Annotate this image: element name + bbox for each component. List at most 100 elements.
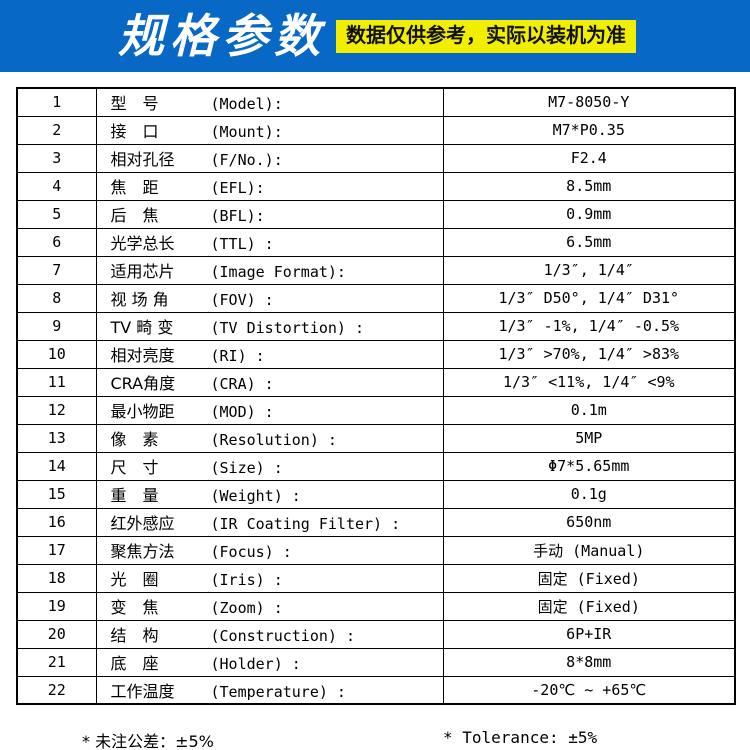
spec-label: 相对亮度 (RI) : [95, 339, 444, 369]
spec-label-cn: 最小物距 [110, 402, 175, 421]
spec-label-cn: 工作温度 [110, 681, 175, 701]
spec-label: 光学总长 (TTL) : [95, 227, 444, 257]
spec-label-en: (Model): [210, 95, 283, 114]
spec-label-en: (Construction) : [210, 627, 356, 645]
spec-label-en: (Resolution) : [210, 431, 337, 449]
spec-label: 像 素 (Resolution) : [95, 423, 444, 453]
spec-label-en: (CRA) : [210, 375, 274, 393]
spec-row-number: 6 [16, 227, 97, 257]
spec-value: 固定 (Fixed) [442, 563, 736, 593]
spec-row: 11 CRA角度 (CRA) : 1/3″ <11%, 1/4″ <9% [16, 367, 736, 397]
spec-label-cn: 接 口 [110, 122, 159, 141]
spec-label-cn: 聚焦方法 [110, 542, 175, 561]
spec-label: CRA角度 (CRA) : [95, 367, 444, 397]
spec-label-cn: 后 焦 [110, 206, 159, 225]
spec-row-number: 7 [16, 255, 97, 285]
spec-row: 1 型 号 (Model): M7-8050-Y [16, 87, 736, 117]
spec-value: M7*P0.35 [442, 115, 736, 145]
spec-label-en: (Size) : [210, 459, 283, 477]
spec-row: 15 重 量 (Weight) : 0.1g [16, 479, 736, 509]
spec-row: 3 相对孔径 (F/No.): F2.4 [16, 143, 736, 173]
spec-row-number: 2 [16, 115, 97, 145]
spec-row: 19 变 焦 (Zoom) : 固定 (Fixed) [16, 591, 736, 621]
spec-label: 焦 距 (EFL): [95, 171, 444, 201]
spec-value: 0.1m [442, 395, 736, 425]
spec-label-cn: 重 量 [110, 486, 159, 505]
spec-value: 手动 (Manual) [442, 535, 736, 565]
spec-label: 工作温度 (Temperature) : [95, 675, 444, 705]
spec-row-number: 9 [16, 311, 97, 341]
spec-table: 1 型 号 (Model): M7-8050-Y 2 接 口 (Mount): M7*P0.3… [16, 87, 736, 705]
spec-label-cn: 视 场 角 [110, 290, 169, 309]
spec-value: 固定 (Fixed) [442, 591, 736, 621]
spec-row-number: 4 [16, 171, 97, 201]
spec-label: 变 焦 (Zoom) : [95, 591, 444, 621]
spec-label: 视 场 角 (FOV) : [95, 283, 444, 313]
page-title: 规格参数 [118, 10, 326, 62]
spec-label-en: (FOV) : [210, 291, 274, 309]
spec-label-cn: 相对孔径 [110, 150, 175, 169]
spec-label: TV 畸 变 (TV Distortion) : [95, 311, 444, 341]
spec-row: 10 相对亮度 (RI) : 1/3″ >70%, 1/4″ >83% [16, 339, 736, 369]
spec-label-en: (F/No.): [210, 151, 283, 169]
spec-row-number: 22 [16, 675, 97, 705]
spec-label-en: (Mount): [210, 123, 283, 141]
spec-label-cn: CRA角度 [110, 374, 176, 393]
spec-label-en: (MOD) : [210, 403, 274, 421]
spec-row-number: 11 [16, 367, 97, 397]
spec-row-number: 19 [16, 591, 97, 621]
spec-value: 5MP [442, 423, 736, 453]
spec-label: 尺 寸 (Size) : [95, 451, 444, 481]
spec-label-en: (TV Distortion) : [210, 319, 365, 337]
spec-value: 650nm [442, 507, 736, 537]
spec-value: 0.9mm [442, 199, 736, 229]
spec-value: 8*8mm [442, 647, 736, 677]
spec-label: 适用芯片 (Image Format): [95, 255, 444, 285]
spec-row: 7 适用芯片 (Image Format): 1/3″, 1/4″ [16, 255, 736, 285]
spec-value: 1/3″ D50°, 1/4″ D31° [442, 283, 736, 313]
disclaimer-badge: 数据仅供参考，实际以装机为准 [336, 19, 636, 53]
spec-row: 9 TV 畸 变 (TV Distortion) : 1/3″ -1%, 1/4″ -… [16, 311, 736, 341]
spec-row-number: 5 [16, 199, 97, 229]
tolerance-note-cn: * 未注公差：±5% [82, 732, 214, 750]
spec-row-number: 10 [16, 339, 97, 369]
spec-label-en: (Image Format): [210, 263, 346, 281]
spec-label: 后 焦 (BFL): [95, 199, 444, 229]
spec-label: 红外感应 (IR Coating Filter) : [95, 507, 444, 537]
spec-label-en: (Holder) : [210, 655, 301, 673]
spec-row-number: 13 [16, 423, 97, 453]
spec-label-en: (Temperature) : [210, 682, 346, 701]
spec-row-number: 8 [16, 283, 97, 313]
spec-row: 13 像 素 (Resolution) : 5MP [16, 423, 736, 453]
spec-label: 结 构 (Construction) : [95, 619, 444, 649]
spec-label: 型 号 (Model): [95, 87, 444, 117]
spec-row-number: 3 [16, 143, 97, 173]
spec-row: 2 接 口 (Mount): M7*P0.35 [16, 115, 736, 145]
header-banner: 规格参数 数据仅供参考，实际以装机为准 [0, 0, 750, 72]
spec-row-number: 14 [16, 451, 97, 481]
spec-label-cn: 底 座 [110, 654, 159, 673]
spec-table-body: 1 型 号 (Model): M7-8050-Y 2 接 口 (Mount): M7*P0.3… [16, 87, 736, 705]
spec-row: 4 焦 距 (EFL): 8.5mm [16, 171, 736, 201]
spec-label-cn: TV 畸 变 [110, 318, 174, 337]
spec-label: 重 量 (Weight) : [95, 479, 444, 509]
spec-value: 6P+IR [442, 619, 736, 649]
spec-row: 12 最小物距 (MOD) : 0.1m [16, 395, 736, 425]
spec-value: 1/3″ >70%, 1/4″ >83% [442, 339, 736, 369]
spec-label-en: (EFL): [210, 179, 265, 197]
spec-label-en: (RI) : [210, 347, 265, 365]
spec-value: 0.1g [442, 479, 736, 509]
spec-label-en: (Focus) : [210, 543, 292, 561]
spec-row: 14 尺 寸 (Size) : Φ7*5.65mm [16, 451, 736, 481]
spec-row: 22 工作温度 (Temperature) : -20℃ ~ +65℃ [16, 675, 736, 705]
spec-label: 接 口 (Mount): [95, 115, 444, 145]
spec-label-cn: 变 焦 [110, 598, 159, 617]
spec-row: 6 光学总长 (TTL) : 6.5mm [16, 227, 736, 257]
spec-row-number: 15 [16, 479, 97, 509]
spec-label: 相对孔径 (F/No.): [95, 143, 444, 173]
spec-label-en: (Weight) : [210, 487, 301, 505]
spec-label-en: (BFL): [210, 207, 265, 225]
spec-row-number: 1 [16, 87, 97, 117]
spec-value: 1/3″, 1/4″ [442, 255, 736, 285]
